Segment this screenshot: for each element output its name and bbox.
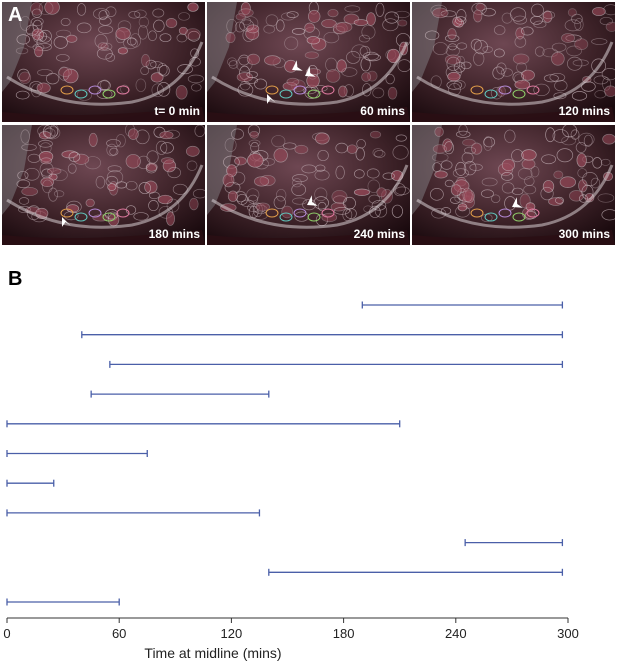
x-axis-ticks: 0 60 120 180 240 300 <box>3 618 579 641</box>
interval-bar <box>6 598 120 606</box>
interval-bar <box>81 331 564 339</box>
time-label: t= 0 min <box>154 104 200 118</box>
time-label: 120 mins <box>558 104 610 118</box>
time-label: 240 mins <box>353 227 405 241</box>
micrograph-2: 120 mins <box>412 2 615 122</box>
x-tick-label: 300 <box>557 626 579 641</box>
micrograph-1: 60 mins <box>207 2 410 122</box>
interval-series <box>6 301 564 606</box>
panel-b-label: B <box>8 268 23 290</box>
time-label: 300 mins <box>558 227 610 241</box>
interval-bar <box>464 539 564 547</box>
micrograph-image <box>207 125 410 245</box>
x-tick-label: 60 <box>112 626 126 641</box>
interval-bar <box>90 390 270 398</box>
x-tick-label: 240 <box>445 626 467 641</box>
time-label: 60 mins <box>360 104 405 118</box>
micrograph-image <box>412 2 615 122</box>
x-tick-label: 180 <box>333 626 355 641</box>
x-tick-label: 120 <box>221 626 243 641</box>
time-label: 180 mins <box>148 227 200 241</box>
micrograph-5: 300 mins <box>412 125 615 245</box>
micrograph-image <box>207 2 410 122</box>
interval-bar <box>6 450 148 457</box>
panel-a-label: A <box>8 4 23 26</box>
interval-bar <box>109 360 564 368</box>
micrograph-3: 180 mins <box>2 125 205 245</box>
micrograph-image <box>2 125 205 245</box>
micrograph-0: t= 0 min <box>2 2 205 122</box>
interval-chart: 0 60 120 180 240 300 Time at midline (mins) <box>3 301 579 661</box>
x-axis-title: Time at midline (mins) <box>144 645 281 661</box>
interval-bar <box>268 568 564 576</box>
interval-bar <box>6 509 261 517</box>
micrograph-4: 240 mins <box>207 125 410 245</box>
interval-bar <box>6 479 55 487</box>
interval-bar <box>361 301 564 309</box>
interval-bar <box>6 420 401 428</box>
x-tick-label: 0 <box>3 626 10 641</box>
micrograph-image <box>2 2 205 122</box>
micrograph-image <box>412 125 615 245</box>
